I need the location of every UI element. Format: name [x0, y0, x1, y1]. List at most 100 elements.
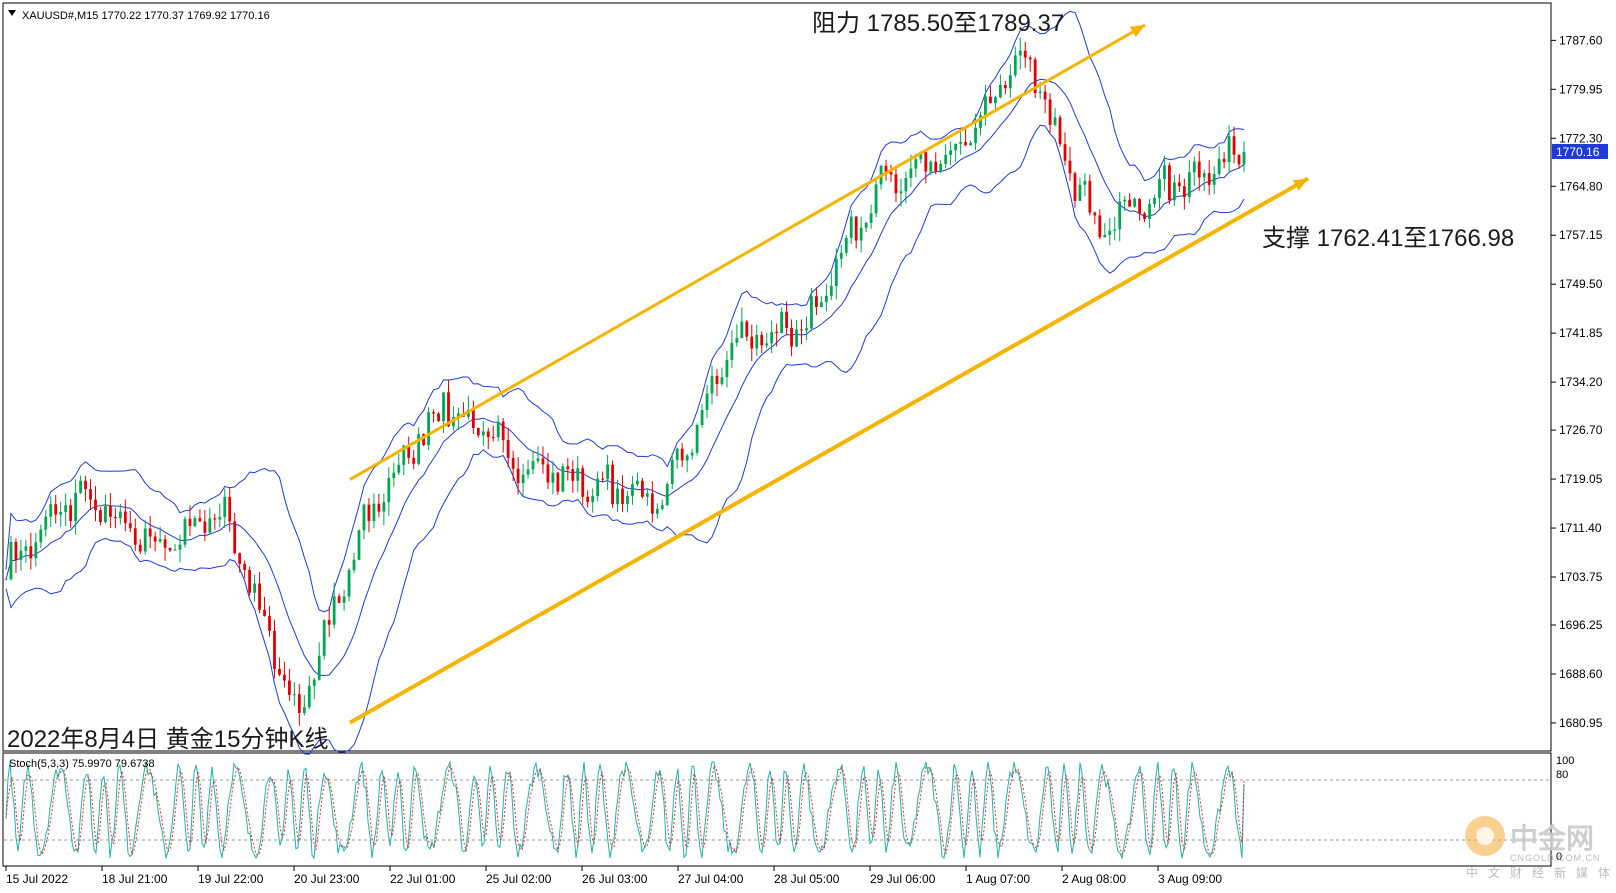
bollinger-lower-line	[5, 124, 1245, 755]
candle-body	[660, 505, 664, 509]
candle-body	[1138, 198, 1141, 214]
time-tick-label: 22 Jul 01:00	[390, 872, 456, 886]
candle-body	[1237, 154, 1241, 165]
candle-body	[984, 96, 987, 116]
candle-body	[74, 492, 78, 521]
current-price-box	[1552, 143, 1608, 159]
candle-body	[780, 311, 784, 334]
candle-body	[1008, 75, 1012, 89]
candle-body	[123, 511, 127, 524]
price-tick-label: 1726.70	[1559, 423, 1603, 437]
candle-body	[1242, 151, 1246, 165]
candle-body	[954, 143, 958, 151]
candle-body	[815, 296, 818, 308]
candle-body	[755, 334, 759, 349]
candle-body	[979, 115, 982, 128]
candle-body	[178, 544, 182, 550]
candle-body	[64, 505, 68, 513]
price-tick-label: 1696.25	[1559, 618, 1603, 632]
candle-body	[362, 504, 366, 531]
time-axis: 15 Jul 2022 18 Jul 21:00 19 Jul 22:00 20 Ju…	[5, 866, 1222, 886]
watermark-tagline: 中文财经新媒体	[1466, 865, 1616, 880]
candle-body	[168, 547, 172, 551]
candle-body	[496, 421, 500, 438]
price-tick-label: 1734.20	[1559, 375, 1603, 389]
panel-menu-icon[interactable]	[8, 10, 16, 16]
candle-body	[586, 496, 590, 503]
candle-body	[636, 480, 639, 485]
candle-body	[824, 295, 828, 303]
price-tick-label: 1711.40	[1559, 521, 1602, 535]
candle-body	[208, 518, 212, 533]
candle-body	[710, 376, 714, 394]
candle-body	[1118, 201, 1122, 230]
candle-body	[680, 448, 684, 461]
candle-body	[899, 191, 903, 194]
candle-body	[1217, 158, 1221, 175]
candle-body	[118, 511, 122, 519]
candle-body	[1048, 99, 1052, 125]
candle-body	[29, 546, 33, 559]
candle-body	[113, 516, 117, 519]
candle-body	[193, 518, 197, 526]
candle-body	[561, 466, 565, 492]
triangle-down-icon[interactable]	[8, 10, 16, 16]
watermark-name: 中金网	[1510, 822, 1594, 854]
candle-body	[516, 468, 520, 484]
candle-body	[79, 480, 82, 493]
candle-body	[864, 222, 868, 228]
candle-body	[869, 213, 873, 223]
candle-body	[312, 679, 316, 686]
candle-body	[1083, 180, 1087, 185]
candle-body	[99, 510, 102, 523]
candle-body	[258, 583, 261, 610]
price-tick-label: 1719.05	[1559, 472, 1603, 486]
candle-body	[427, 412, 431, 446]
stochastic-lines	[5, 760, 1245, 860]
candle-body	[765, 343, 769, 346]
candle-body	[367, 504, 371, 521]
candle-body	[342, 596, 346, 603]
candle-body	[332, 596, 336, 625]
candle-body	[685, 455, 689, 461]
candle-body	[148, 528, 152, 537]
candle-body	[138, 544, 142, 552]
candle-body	[531, 461, 535, 470]
stoch-level-80: 80	[1556, 769, 1568, 781]
candle-body	[158, 539, 162, 542]
candle-body	[1073, 173, 1077, 201]
candle-body	[153, 536, 157, 542]
stoch-level-0: 0	[1556, 851, 1562, 863]
time-tick-label: 1 Aug 07:00	[966, 872, 1030, 886]
candle-body	[819, 302, 823, 308]
candle-body	[59, 512, 63, 515]
candle-body	[1212, 174, 1216, 185]
candle-body	[541, 458, 545, 465]
candle-body	[606, 464, 609, 480]
candle-body	[1172, 182, 1176, 201]
candle-body	[1013, 55, 1017, 76]
resistance-channel-line-arrowhead	[1129, 25, 1145, 38]
current-price-label: 1770.16	[1556, 145, 1600, 159]
stoch-signal-line	[5, 764, 1245, 857]
candle-body	[352, 559, 356, 571]
candle-body	[183, 518, 187, 545]
candle-body	[49, 504, 53, 517]
candle-body	[278, 668, 281, 675]
candle-body	[283, 674, 286, 681]
candle-body	[934, 161, 938, 172]
candle-body	[109, 505, 112, 517]
candle-body	[1108, 230, 1112, 235]
candle-body	[287, 680, 291, 695]
time-tick-label: 27 Jul 04:00	[678, 872, 744, 886]
current-price-tag: 1770.16	[1552, 143, 1608, 159]
candle-body	[1078, 184, 1082, 201]
candle-body	[457, 413, 460, 418]
candle-body	[422, 434, 426, 446]
candle-body	[939, 163, 943, 172]
candle-body	[641, 480, 644, 497]
bollinger-middle-line	[5, 78, 1245, 677]
candle-body	[839, 252, 843, 259]
candle-body	[1093, 212, 1097, 216]
candle-body	[621, 488, 624, 504]
